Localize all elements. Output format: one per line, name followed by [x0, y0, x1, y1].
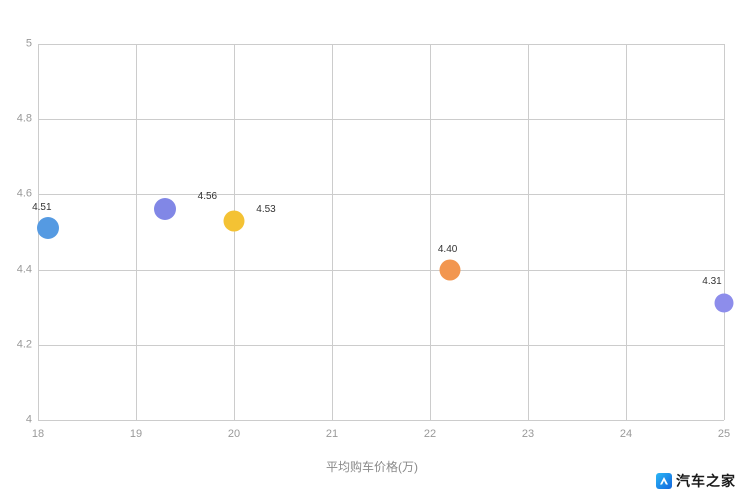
vertical-gridline [136, 44, 137, 420]
x-tick-label: 19 [129, 428, 143, 440]
x-tick-label: 23 [521, 428, 535, 440]
data-point-label: 4.56 [197, 191, 218, 203]
y-tick-label: 5 [25, 37, 32, 50]
horizontal-gridline [38, 119, 724, 121]
horizontal-gridline [38, 194, 724, 196]
x-tick-label: 24 [619, 428, 633, 440]
vertical-gridline [528, 44, 529, 420]
horizontal-gridline [38, 420, 724, 421]
data-point-label: 4.51 [32, 202, 52, 214]
horizontal-gridline [38, 269, 724, 271]
y-tick-label: 4.4 [16, 263, 32, 275]
x-tick-label: 21 [325, 428, 339, 440]
x-tick-label: 18 [31, 428, 45, 440]
vertical-gridline [430, 44, 431, 420]
x-axis-title: 平均购车价格(万) [326, 460, 418, 474]
y-tick-label: 4.8 [16, 112, 32, 125]
x-tick-label: 22 [423, 428, 437, 440]
data-point[interactable] [714, 293, 734, 313]
data-point[interactable] [154, 198, 177, 221]
plot-area: 4.51 4.56 4.53 4.40 4.31 [32, 44, 734, 421]
autohome-logo-icon [656, 473, 672, 489]
data-point[interactable] [439, 259, 461, 281]
horizontal-gridline [38, 44, 724, 45]
y-tick-label: 4 [25, 413, 32, 426]
vertical-gridline [626, 44, 627, 420]
horizontal-gridline [38, 344, 724, 346]
data-point-label: 4.31 [702, 276, 722, 288]
vertical-gridline [234, 44, 235, 420]
vertical-gridline [724, 44, 725, 420]
vertical-gridline [332, 44, 333, 420]
watermark: 汽车之家 [656, 471, 736, 491]
data-point-label: 4.53 [256, 203, 276, 215]
x-tick-label: 20 [227, 428, 241, 440]
data-point-label: 4.40 [437, 243, 458, 255]
y-tick-label: 4.6 [16, 187, 32, 200]
data-point[interactable] [36, 217, 59, 240]
x-tick-label: 25 [717, 428, 731, 440]
data-point[interactable] [223, 210, 245, 232]
watermark-text: 汽车之家 [676, 473, 736, 489]
y-tick-label: 4.2 [16, 338, 32, 351]
